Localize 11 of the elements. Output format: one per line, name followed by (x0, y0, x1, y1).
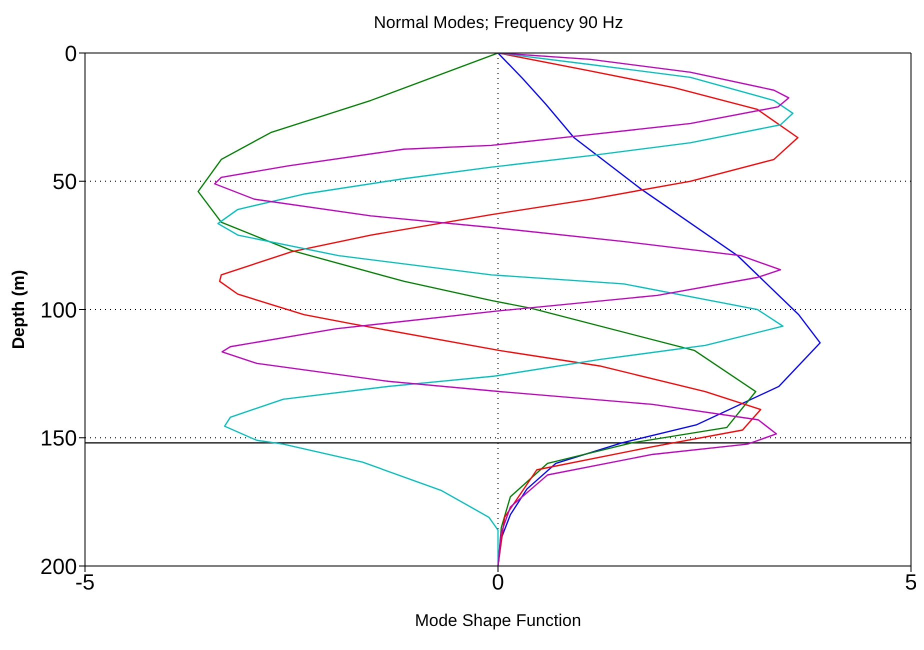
y-axis-title: Depth (m) (9, 270, 28, 350)
y-tick-label: 150 (40, 426, 77, 451)
y-tick-label: 200 (40, 554, 77, 579)
y-tick-label: 50 (52, 169, 77, 194)
x-tick-label: 0 (492, 570, 504, 595)
x-tick-label: 5 (904, 570, 918, 595)
chart-title: Normal Modes; Frequency 90 Hz (372, 12, 624, 34)
y-tick-label: 0 (64, 40, 77, 66)
y-tick-label: 100 (40, 297, 77, 322)
x-axis-title: Mode Shape Function (414, 611, 582, 630)
x-tick-label: -5 (75, 570, 95, 595)
